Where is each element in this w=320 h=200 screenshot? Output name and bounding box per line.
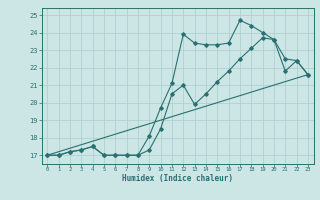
X-axis label: Humidex (Indice chaleur): Humidex (Indice chaleur) (122, 174, 233, 183)
